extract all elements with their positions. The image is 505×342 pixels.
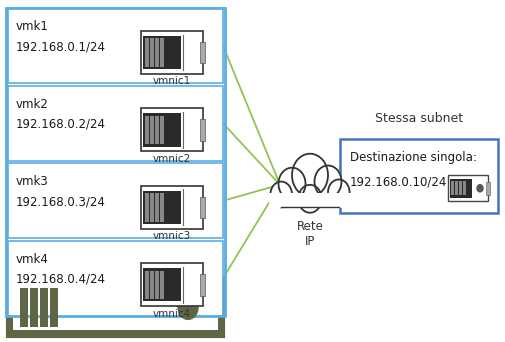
Text: Stessa subnet: Stessa subnet (375, 112, 463, 125)
Text: vmnic3: vmnic3 (153, 231, 191, 241)
FancyBboxPatch shape (200, 197, 205, 218)
FancyBboxPatch shape (141, 263, 203, 306)
Text: vmnic4: vmnic4 (153, 308, 191, 319)
FancyBboxPatch shape (200, 274, 205, 295)
FancyBboxPatch shape (8, 241, 223, 316)
FancyBboxPatch shape (141, 186, 203, 229)
FancyBboxPatch shape (455, 181, 458, 195)
FancyBboxPatch shape (155, 271, 159, 299)
Text: vmk1: vmk1 (16, 20, 49, 33)
FancyBboxPatch shape (30, 288, 38, 327)
FancyBboxPatch shape (150, 271, 154, 299)
FancyBboxPatch shape (143, 113, 181, 147)
FancyBboxPatch shape (150, 116, 154, 144)
Text: vmk3: vmk3 (16, 175, 49, 188)
FancyBboxPatch shape (486, 182, 490, 195)
FancyBboxPatch shape (160, 116, 164, 144)
Text: 192.168.0.1/24: 192.168.0.1/24 (16, 40, 106, 53)
FancyBboxPatch shape (8, 8, 223, 83)
FancyBboxPatch shape (141, 31, 203, 74)
FancyBboxPatch shape (8, 86, 223, 161)
FancyBboxPatch shape (13, 285, 218, 330)
FancyBboxPatch shape (8, 163, 223, 238)
Circle shape (278, 168, 306, 200)
FancyBboxPatch shape (141, 108, 203, 152)
FancyBboxPatch shape (160, 38, 164, 67)
FancyBboxPatch shape (160, 193, 164, 222)
FancyBboxPatch shape (269, 194, 351, 208)
Text: 192.168.0.10/24: 192.168.0.10/24 (350, 175, 447, 188)
FancyBboxPatch shape (50, 288, 58, 327)
FancyBboxPatch shape (150, 193, 154, 222)
FancyBboxPatch shape (340, 140, 498, 213)
FancyBboxPatch shape (160, 271, 164, 299)
FancyBboxPatch shape (145, 193, 148, 222)
Circle shape (298, 185, 322, 213)
Circle shape (477, 185, 483, 192)
Text: vmnic2: vmnic2 (153, 154, 191, 164)
FancyBboxPatch shape (155, 193, 159, 222)
FancyBboxPatch shape (145, 38, 148, 67)
FancyBboxPatch shape (40, 288, 48, 327)
FancyBboxPatch shape (143, 268, 181, 302)
Text: Destinazione singola:: Destinazione singola: (350, 152, 477, 165)
FancyBboxPatch shape (145, 116, 148, 144)
FancyBboxPatch shape (200, 119, 205, 141)
Text: Rete
IP: Rete IP (296, 221, 323, 248)
Circle shape (315, 166, 341, 198)
Text: 192.168.0.2/24: 192.168.0.2/24 (16, 118, 106, 131)
FancyBboxPatch shape (463, 181, 466, 195)
FancyBboxPatch shape (143, 190, 181, 224)
FancyBboxPatch shape (8, 279, 223, 336)
FancyBboxPatch shape (450, 179, 472, 198)
FancyBboxPatch shape (20, 288, 28, 327)
Circle shape (270, 182, 292, 207)
Circle shape (328, 180, 349, 205)
Text: 192.168.0.4/24: 192.168.0.4/24 (16, 273, 106, 286)
Circle shape (178, 295, 198, 319)
FancyBboxPatch shape (143, 36, 181, 69)
FancyBboxPatch shape (200, 42, 205, 63)
FancyBboxPatch shape (155, 116, 159, 144)
FancyBboxPatch shape (448, 175, 488, 201)
Circle shape (292, 154, 328, 197)
FancyBboxPatch shape (459, 181, 462, 195)
FancyBboxPatch shape (451, 181, 453, 195)
Text: vmk4: vmk4 (16, 253, 49, 266)
Polygon shape (8, 255, 223, 279)
Text: vmnic1: vmnic1 (153, 76, 191, 86)
Text: vmk2: vmk2 (16, 98, 49, 111)
FancyBboxPatch shape (155, 38, 159, 67)
Text: 192.168.0.3/24: 192.168.0.3/24 (16, 195, 106, 208)
FancyBboxPatch shape (145, 271, 148, 299)
FancyBboxPatch shape (150, 38, 154, 67)
